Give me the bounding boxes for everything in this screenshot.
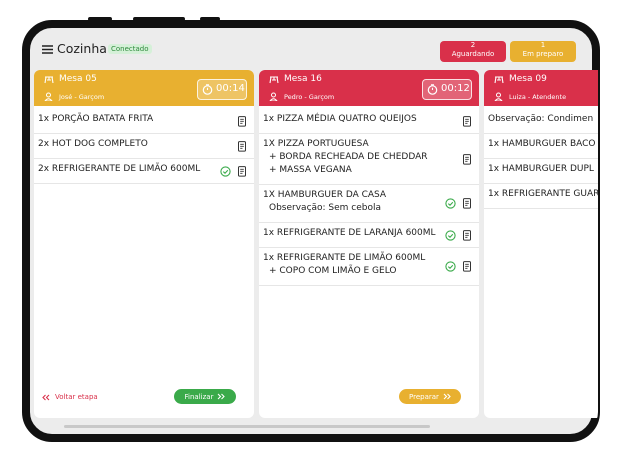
item-name: 1x HAMBURGUER BACO [488, 139, 596, 149]
order-item[interactable]: 1X HAMBURGUER DA CASA Observação: Sem ceb… [259, 184, 479, 223]
table-icon [44, 76, 54, 84]
staff-name: Luiza - Atendente [509, 93, 567, 101]
app-title: Cozinha [57, 41, 107, 56]
item-name: 1X HAMBURGUER DA CASA [263, 190, 387, 200]
item-name: 1x HAMBURGUER DUPL [488, 164, 594, 174]
order-item[interactable]: 1x PORÇÃO BATATA FRITA [34, 108, 254, 134]
receipt-icon [463, 261, 471, 272]
done-icon [445, 229, 456, 241]
timer-value: 00:12 [441, 83, 470, 94]
item-name: 1x PIZZA MÉDIA QUATRO QUEIJOS [263, 114, 417, 124]
receipt-icon [238, 115, 246, 127]
action-label: Preparar [409, 392, 439, 401]
action-button[interactable]: Finalizar [174, 389, 236, 404]
menu-button[interactable] [42, 45, 53, 54]
order-item[interactable]: 1x HAMBURGUER BACO [484, 133, 598, 159]
item-name: Observação: Condimen [488, 114, 594, 124]
action-label: Finalizar [184, 392, 214, 401]
status-counter[interactable]: 2 Aguardando [440, 41, 506, 62]
receipt-icon [238, 165, 246, 177]
table-icon [494, 76, 504, 84]
order-item[interactable]: 1x REFRIGERANTE DE LIMÃO 600ML + COPO COM… [259, 247, 479, 286]
receipt-icon [463, 229, 471, 241]
counter-value: 2 [470, 41, 476, 49]
timer-icon [427, 84, 438, 95]
staff-name: José - Garçom [59, 93, 105, 101]
counter-value: 1 [540, 41, 546, 49]
done-icon [445, 198, 456, 209]
timer-value: 00:14 [216, 83, 245, 94]
person-icon [269, 92, 278, 101]
order-item[interactable]: 1x REFRIGERANTE GUAR [484, 183, 598, 209]
table-name: Mesa 05 [59, 74, 97, 84]
item-name: 1X PIZZA PORTUGUESA [263, 139, 369, 149]
order-card: Mesa 09 Luiza - Atendente Observação: Cond… [484, 70, 598, 418]
table-icon [269, 76, 279, 84]
screen: Cozinha Conectado 2 Aguardando 1 Em preparo… [30, 28, 598, 434]
table-name: Mesa 16 [284, 74, 322, 84]
receipt-icon [463, 115, 471, 127]
person-icon [494, 92, 503, 101]
item-name: 1x REFRIGERANTE GUAR [488, 189, 598, 199]
tablet-button [88, 17, 112, 21]
timer: 00:14 [197, 79, 247, 100]
scrollbar [64, 425, 430, 428]
back-button[interactable]: Voltar etapa [42, 391, 98, 403]
receipt-icon [463, 153, 471, 165]
card-header: Mesa 09 Luiza - Atendente [484, 70, 598, 106]
order-item[interactable]: Observação: Condimen [484, 108, 598, 134]
item-name: 1x PORÇÃO BATATA FRITA [38, 114, 154, 124]
order-item[interactable]: 2x REFRIGERANTE DE LIMÃO 600ML [34, 158, 254, 184]
card-header: Mesa 16 Pedro - Garçom 00:12 [259, 70, 479, 106]
receipt-icon [463, 198, 471, 209]
table-name: Mesa 09 [509, 74, 547, 84]
order-card: Mesa 16 Pedro - Garçom 00:12 1x PIZZA MÉDIA… [259, 70, 479, 418]
status-counter[interactable]: 1 Em preparo [510, 41, 576, 62]
done-icon [445, 261, 456, 272]
tablet-button [133, 17, 185, 21]
item-name: 2x REFRIGERANTE DE LIMÃO 600ML [38, 164, 201, 174]
action-button[interactable]: Preparar [399, 389, 461, 404]
action-icon [443, 393, 451, 400]
order-item[interactable]: 1x REFRIGERANTE DE LARANJA 600ML [259, 222, 479, 248]
item-name: 1x REFRIGERANTE DE LARANJA 600ML [263, 228, 436, 238]
timer-icon [202, 84, 213, 95]
order-card: Mesa 05 José - Garçom 00:14 1x PORÇÃO BATAT… [34, 70, 254, 418]
done-icon [220, 165, 231, 177]
item-detail: + BORDA RECHEADA DE CHEDDAR [269, 152, 428, 162]
item-detail: + MASSA VEGANA [269, 165, 352, 175]
order-item[interactable]: 1x HAMBURGUER DUPL [484, 158, 598, 184]
order-item[interactable]: 1X PIZZA PORTUGUESA + BORDA RECHEADA DE C… [259, 133, 479, 185]
status-badge: Conectado [108, 44, 152, 54]
item-detail: Observação: Sem cebola [269, 203, 382, 213]
item-name: 1x REFRIGERANTE DE LIMÃO 600ML [263, 253, 426, 263]
item-detail: + COPO COM LIMÃO E GELO [269, 266, 397, 276]
person-icon [44, 92, 53, 101]
back-label: Voltar etapa [55, 393, 98, 401]
order-item[interactable]: 1x PIZZA MÉDIA QUATRO QUEIJOS [259, 108, 479, 134]
item-name: 2x HOT DOG COMPLETO [38, 139, 148, 149]
card-header: Mesa 05 José - Garçom 00:14 [34, 70, 254, 106]
order-item[interactable]: 2x HOT DOG COMPLETO [34, 133, 254, 159]
timer: 00:12 [422, 79, 472, 100]
counter-label: Em preparo [522, 50, 564, 58]
staff-name: Pedro - Garçom [284, 93, 335, 101]
action-icon [218, 393, 226, 400]
tablet-button [200, 17, 220, 21]
back-icon [42, 394, 50, 400]
receipt-icon [238, 140, 246, 152]
counter-label: Aguardando [451, 50, 495, 58]
